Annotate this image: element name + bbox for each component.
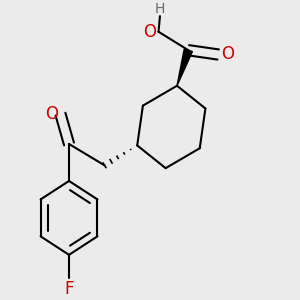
- Text: O: O: [221, 46, 234, 64]
- Text: F: F: [64, 280, 74, 298]
- Text: H: H: [155, 2, 165, 16]
- Text: O: O: [143, 23, 156, 41]
- Text: O: O: [45, 105, 58, 123]
- Polygon shape: [177, 49, 192, 86]
